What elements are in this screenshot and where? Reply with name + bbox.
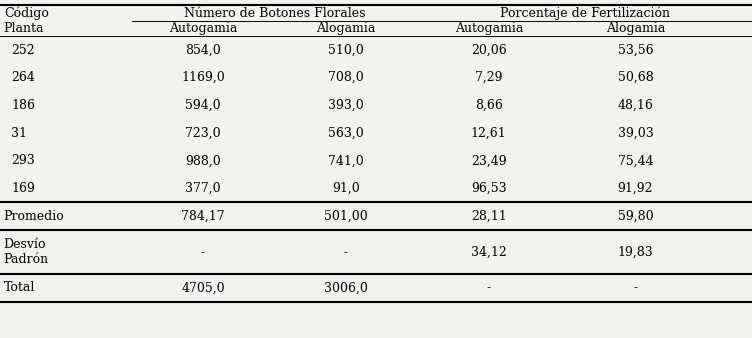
Text: Promedio: Promedio <box>4 210 65 223</box>
Text: 784,17: 784,17 <box>181 210 225 223</box>
Text: 39,03: 39,03 <box>617 127 653 140</box>
Text: 169: 169 <box>11 182 35 195</box>
Text: 91,0: 91,0 <box>332 182 359 195</box>
Text: Alogamia: Alogamia <box>606 22 665 35</box>
Text: 377,0: 377,0 <box>185 182 221 195</box>
Text: 8,66: 8,66 <box>475 99 503 112</box>
Text: 59,80: 59,80 <box>617 210 653 223</box>
Text: 50,68: 50,68 <box>617 71 653 84</box>
Text: 501,00: 501,00 <box>324 210 368 223</box>
Text: 48,16: 48,16 <box>617 99 653 112</box>
Text: Total: Total <box>4 282 35 294</box>
Text: 741,0: 741,0 <box>328 154 364 167</box>
Text: Desvío
Padrón: Desvío Padrón <box>4 238 49 266</box>
Text: Planta: Planta <box>4 22 44 35</box>
Text: 96,53: 96,53 <box>471 182 507 195</box>
Text: 723,0: 723,0 <box>185 127 221 140</box>
Text: 34,12: 34,12 <box>471 246 507 259</box>
Text: 3006,0: 3006,0 <box>324 282 368 294</box>
Text: Alogamia: Alogamia <box>317 22 375 35</box>
Text: 854,0: 854,0 <box>185 44 221 56</box>
Text: 393,0: 393,0 <box>328 99 364 112</box>
Text: Autogamia: Autogamia <box>169 22 237 35</box>
Text: 1169,0: 1169,0 <box>181 71 225 84</box>
Text: 19,83: 19,83 <box>617 246 653 259</box>
Text: 708,0: 708,0 <box>328 71 364 84</box>
Text: -: - <box>487 282 491 294</box>
Text: 510,0: 510,0 <box>328 44 364 56</box>
Text: Código: Código <box>4 7 49 20</box>
Text: 91,92: 91,92 <box>617 182 653 195</box>
Text: -: - <box>344 246 348 259</box>
Text: 20,06: 20,06 <box>471 44 507 56</box>
Text: -: - <box>201 246 205 259</box>
Text: 12,61: 12,61 <box>471 127 507 140</box>
Text: 7,29: 7,29 <box>475 71 502 84</box>
Text: Número de Botones Florales: Número de Botones Florales <box>183 7 365 20</box>
Text: 23,49: 23,49 <box>471 154 507 167</box>
Text: -: - <box>633 282 638 294</box>
Text: 264: 264 <box>11 71 35 84</box>
Text: 4705,0: 4705,0 <box>181 282 225 294</box>
Text: 293: 293 <box>11 154 35 167</box>
Text: 75,44: 75,44 <box>617 154 653 167</box>
Text: 988,0: 988,0 <box>185 154 221 167</box>
Text: 252: 252 <box>11 44 35 56</box>
Text: 53,56: 53,56 <box>617 44 653 56</box>
Text: 186: 186 <box>11 99 35 112</box>
Text: 28,11: 28,11 <box>471 210 507 223</box>
Text: 563,0: 563,0 <box>328 127 364 140</box>
Text: Porcentaje de Fertilización: Porcentaje de Fertilización <box>499 7 670 20</box>
Text: Autogamia: Autogamia <box>455 22 523 35</box>
Text: 31: 31 <box>11 127 27 140</box>
Text: 594,0: 594,0 <box>185 99 221 112</box>
